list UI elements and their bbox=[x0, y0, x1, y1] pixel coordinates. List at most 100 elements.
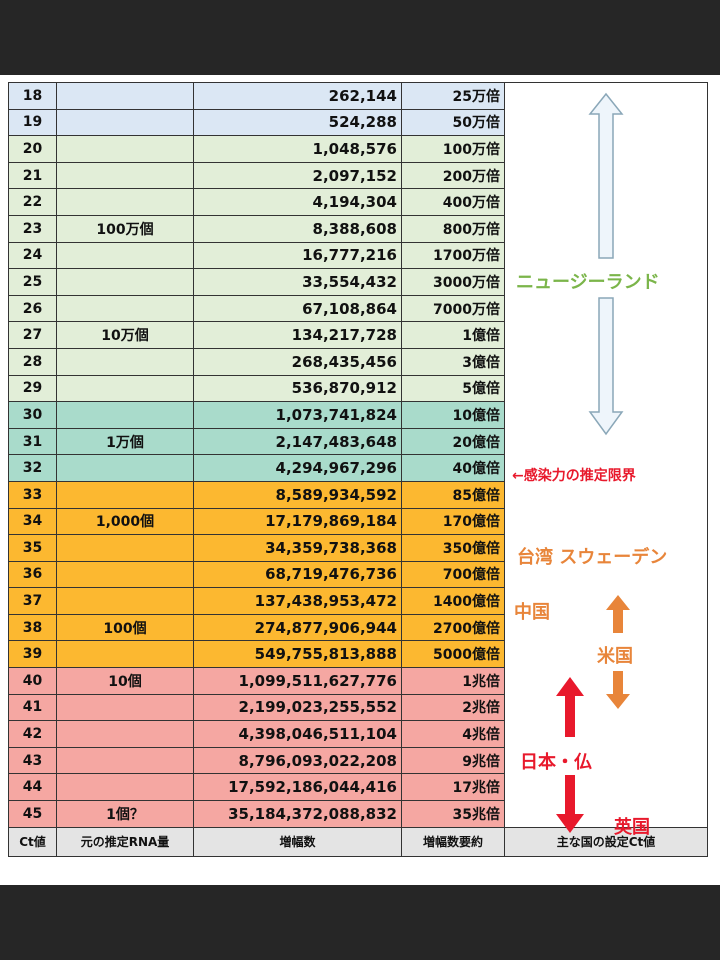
table-row: 41 2,199,023,255,552 2兆倍 bbox=[8, 693, 708, 722]
label-infectivity-limit: ←感染力の推定限界 bbox=[512, 468, 636, 484]
ct-cell: 27 bbox=[8, 321, 57, 349]
ct-cell: 24 bbox=[8, 241, 57, 270]
summary-cell: 1億倍 bbox=[401, 321, 505, 349]
amplification-cell: 8,589,934,592 bbox=[193, 480, 402, 509]
rna-cell bbox=[56, 560, 194, 589]
amplification-cell: 17,592,186,044,416 bbox=[193, 773, 402, 802]
amplification-cell: 68,719,476,736 bbox=[193, 560, 402, 589]
summary-cell: 350億倍 bbox=[401, 534, 505, 562]
amplification-cell: 1,048,576 bbox=[193, 135, 402, 163]
summary-cell: 800万倍 bbox=[401, 214, 505, 243]
table-row: 24 16,777,216 1700万倍 bbox=[8, 241, 708, 270]
ct-cell: 18 bbox=[8, 82, 57, 110]
summary-cell: 5億倍 bbox=[401, 374, 505, 403]
summary-cell: 2700億倍 bbox=[401, 613, 505, 642]
rna-cell: 100個 bbox=[56, 613, 194, 642]
rna-cell: 1万個 bbox=[56, 427, 194, 456]
table-row: 43 8,796,093,022,208 9兆倍 bbox=[8, 746, 708, 775]
amplification-cell: 2,199,023,255,552 bbox=[193, 693, 402, 722]
summary-cell: 1兆倍 bbox=[401, 667, 505, 695]
table-row: 44 17,592,186,044,416 17兆倍 bbox=[8, 773, 708, 802]
ct-cell: 44 bbox=[8, 773, 57, 802]
ct-cell: 35 bbox=[8, 534, 57, 562]
japan-down-arrow-icon bbox=[556, 775, 584, 833]
rna-cell: 10個 bbox=[56, 667, 194, 695]
ct-cell: 22 bbox=[8, 188, 57, 216]
amplification-cell: 8,388,608 bbox=[193, 214, 402, 243]
amplification-cell: 536,870,912 bbox=[193, 374, 402, 403]
amplification-cell: 262,144 bbox=[193, 82, 402, 110]
amplification-cell: 274,877,906,944 bbox=[193, 613, 402, 642]
rna-cell bbox=[56, 773, 194, 802]
country-cell bbox=[504, 640, 708, 668]
summary-cell: 200万倍 bbox=[401, 161, 505, 190]
usa-down-arrow-icon bbox=[606, 671, 630, 709]
summary-cell: 10億倍 bbox=[401, 401, 505, 429]
table-row: 31 1万個 2,147,483,648 20億倍 bbox=[8, 427, 708, 456]
ct-cell: 36 bbox=[8, 560, 57, 589]
summary-cell: 170億倍 bbox=[401, 507, 505, 536]
rna-cell bbox=[56, 587, 194, 615]
summary-cell: 50万倍 bbox=[401, 108, 505, 137]
rna-cell: 1個？ bbox=[56, 800, 194, 828]
ct-cell: 29 bbox=[8, 374, 57, 403]
amplification-cell: 524,288 bbox=[193, 108, 402, 137]
header-sum: 増幅数要約 bbox=[401, 826, 505, 857]
ct-cell: 25 bbox=[8, 268, 57, 296]
amplification-cell: 2,097,152 bbox=[193, 161, 402, 190]
ct-cell: 41 bbox=[8, 693, 57, 722]
summary-cell: 35兆倍 bbox=[401, 800, 505, 828]
label-new-zealand: ニュージーランド bbox=[516, 272, 660, 293]
summary-cell: 1400億倍 bbox=[401, 587, 505, 615]
summary-cell: 17兆倍 bbox=[401, 773, 505, 802]
ct-cell: 45 bbox=[8, 800, 57, 828]
amplification-cell: 1,073,741,824 bbox=[193, 401, 402, 429]
summary-cell: 7000万倍 bbox=[401, 294, 505, 323]
summary-cell: 5000億倍 bbox=[401, 640, 505, 669]
ct-cell: 21 bbox=[8, 161, 57, 190]
summary-cell: 100万倍 bbox=[401, 135, 505, 163]
rna-cell bbox=[56, 693, 194, 722]
rna-cell: 1,000個 bbox=[56, 507, 194, 536]
summary-cell: 2兆倍 bbox=[401, 693, 505, 722]
summary-cell: 400万倍 bbox=[401, 188, 505, 216]
summary-cell: 700億倍 bbox=[401, 560, 505, 589]
ct-cell: 39 bbox=[8, 640, 57, 669]
amplification-cell: 17,179,869,184 bbox=[193, 507, 402, 536]
nz-up-arrow-icon bbox=[588, 92, 624, 259]
summary-cell: 20億倍 bbox=[401, 427, 505, 456]
table-row: 37 137,438,953,472 1400億倍 bbox=[8, 587, 708, 615]
amplification-cell: 268,435,456 bbox=[193, 347, 402, 376]
table-row: 20 1,048,576 100万倍 bbox=[8, 135, 708, 163]
country-cell bbox=[504, 561, 708, 588]
country-cell bbox=[504, 800, 708, 828]
usa-up-arrow-icon bbox=[606, 595, 630, 633]
rna-cell bbox=[56, 268, 194, 296]
ct-cell: 33 bbox=[8, 480, 57, 509]
country-cell bbox=[504, 667, 708, 695]
table-row: 26 67,108,864 7000万倍 bbox=[8, 294, 708, 323]
amplification-cell: 4,194,304 bbox=[193, 188, 402, 216]
ct-cell: 38 bbox=[8, 613, 57, 642]
table-row: 38 100個 274,877,906,944 2700億倍 bbox=[8, 613, 708, 642]
country-cell bbox=[504, 614, 708, 641]
country-cell bbox=[504, 481, 708, 508]
ct-cell: 28 bbox=[8, 347, 57, 376]
header-side: 主な国の設定Ct値 bbox=[504, 826, 708, 857]
header-rna: 元の推定RNA量 bbox=[56, 826, 194, 857]
ct-cell: 42 bbox=[8, 720, 57, 748]
amplification-cell: 33,554,432 bbox=[193, 268, 402, 296]
country-cell bbox=[504, 694, 708, 721]
amplification-cell: 4,398,046,511,104 bbox=[193, 720, 402, 748]
summary-cell: 1700万倍 bbox=[401, 241, 505, 270]
country-cell bbox=[504, 454, 708, 482]
table-row: 45 1個？ 35,184,372,088,832 35兆倍 bbox=[8, 800, 708, 828]
ct-cell: 43 bbox=[8, 746, 57, 775]
ct-cell: 32 bbox=[8, 454, 57, 482]
ct-cell: 30 bbox=[8, 401, 57, 429]
rna-cell bbox=[56, 401, 194, 429]
rna-cell bbox=[56, 480, 194, 509]
amplification-cell: 2,147,483,648 bbox=[193, 427, 402, 456]
summary-cell: 40億倍 bbox=[401, 454, 505, 482]
rna-cell bbox=[56, 454, 194, 482]
